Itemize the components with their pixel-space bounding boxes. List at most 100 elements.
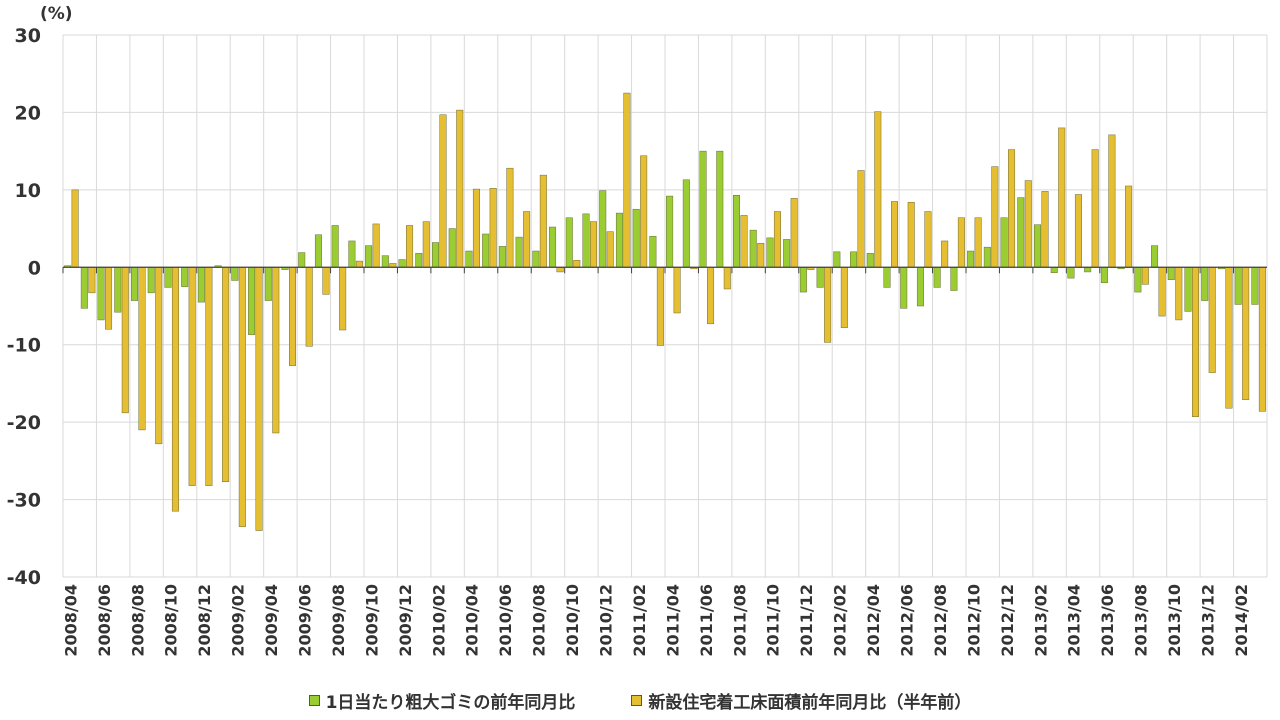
x-tick-label: 2012/02 (831, 584, 850, 657)
bar-series-1 (1000, 217, 1008, 268)
legend-item-series-1: 1日当たり粗大ゴミの前年同月比 (308, 688, 575, 713)
bar-series-2 (757, 243, 765, 268)
x-tick-label: 2013/12 (1198, 584, 1217, 657)
bar-series-1 (80, 267, 88, 309)
bar-series-1 (381, 255, 389, 268)
bar-series-2 (1074, 194, 1082, 268)
bar-series-1 (733, 195, 740, 268)
bar-series-1 (749, 229, 757, 268)
x-tick-label: 2011/08 (730, 584, 749, 657)
bar-series-1 (883, 267, 891, 288)
bar-series-1 (348, 240, 356, 268)
bar-series-2 (1108, 134, 1116, 268)
bar-series-2 (439, 114, 447, 268)
bar-series-1 (916, 267, 924, 307)
bar-series-2 (456, 109, 464, 268)
bar-series-1 (549, 226, 557, 268)
bar-series-2 (255, 267, 263, 531)
bar-series-1 (164, 267, 172, 288)
bar-series-1 (615, 212, 623, 268)
bar-series-2 (957, 217, 965, 268)
bar-series-2 (773, 211, 781, 268)
bar-series-1 (666, 195, 674, 268)
bar-series-1 (716, 150, 724, 268)
bar-series-2 (556, 267, 564, 273)
x-tick-label: 2008/08 (128, 584, 147, 657)
bar-series-1 (833, 251, 841, 268)
bar-series-2 (1158, 267, 1166, 317)
x-tick-label: 2009/02 (229, 584, 248, 657)
bar-series-2 (941, 240, 949, 268)
bar-series-1 (498, 246, 506, 268)
bar-series-2 (422, 221, 430, 268)
bar-series-1 (1050, 267, 1058, 273)
bar-series-2 (322, 267, 330, 295)
legend-swatch-series-1 (308, 695, 320, 706)
bar-series-2 (355, 260, 363, 268)
bar-series-2 (1058, 127, 1066, 268)
bar-series-1 (248, 267, 256, 335)
bar-series-2 (506, 167, 514, 268)
x-tick-label: 2008/12 (195, 584, 214, 657)
bar-series-1 (799, 267, 807, 293)
bar-series-2 (71, 189, 79, 268)
bar-series-2 (305, 267, 313, 347)
bar-series-2 (857, 170, 865, 268)
bar-series-1 (1134, 267, 1142, 293)
bar-series-2 (1258, 267, 1266, 412)
bar-series-2 (1141, 267, 1149, 285)
bar-series-1 (97, 267, 105, 321)
legend-swatch-series-2 (631, 695, 643, 706)
y-tick-label: -20 (7, 412, 41, 434)
bar-series-2 (907, 201, 915, 268)
bar-series-1 (465, 250, 473, 268)
bar-series-2 (205, 267, 213, 486)
bar-series-2 (840, 267, 848, 328)
bar-series-2 (1225, 267, 1233, 409)
x-tick-label: 2011/02 (630, 584, 649, 657)
y-axis-unit-label: (%) (40, 4, 73, 24)
bar-series-1 (565, 217, 573, 268)
bar-series-2 (1175, 267, 1183, 321)
bar-series-1 (1151, 245, 1159, 268)
x-tick-label: 2013/04 (1065, 584, 1084, 657)
bar-series-2 (1208, 267, 1216, 373)
bar-series-1 (131, 267, 138, 301)
bar-series-1 (699, 150, 707, 268)
gridlines (62, 34, 1268, 578)
bar-series-2 (1041, 191, 1049, 268)
bar-series-2 (1192, 267, 1199, 417)
bar-series-2 (874, 111, 882, 268)
bar-series-1 (448, 228, 456, 268)
bar-series-2 (539, 174, 547, 268)
bar-series-2 (991, 166, 999, 268)
bar-series-2 (824, 267, 832, 343)
bar-series-2 (623, 92, 631, 268)
y-tick-label: 0 (28, 257, 41, 279)
bar-series-1 (114, 267, 122, 313)
bar-series-1 (599, 190, 607, 268)
x-tick-label: 2008/10 (162, 584, 181, 657)
x-tick-label: 2010/02 (429, 584, 448, 657)
bar-series-2 (171, 267, 179, 512)
bar-series-1 (298, 252, 306, 268)
bar-series-1 (147, 267, 155, 294)
bar-series-1 (933, 267, 941, 288)
bar-series-1 (766, 237, 774, 268)
bar-series-1 (967, 250, 975, 268)
bar-series-2 (489, 188, 497, 268)
x-tick-label: 2010/10 (563, 584, 582, 657)
x-tick-label: 2011/10 (764, 584, 783, 657)
bar-series-1 (415, 253, 423, 268)
bar-series-2 (188, 267, 196, 486)
bar-series-1 (1234, 267, 1242, 305)
bar-series-2 (974, 217, 982, 268)
bar-series-1 (1034, 224, 1041, 268)
bar-series-2 (289, 267, 296, 366)
bar-series-1 (515, 236, 523, 268)
bar-series-1 (1100, 267, 1108, 284)
bar-series-2 (1091, 149, 1099, 268)
legend-label-series-2: 新設住宅着工床面積前年同月比（半年前） (648, 693, 972, 713)
y-tick-label: -10 (7, 335, 41, 357)
y-tick-label: -30 (7, 490, 41, 512)
